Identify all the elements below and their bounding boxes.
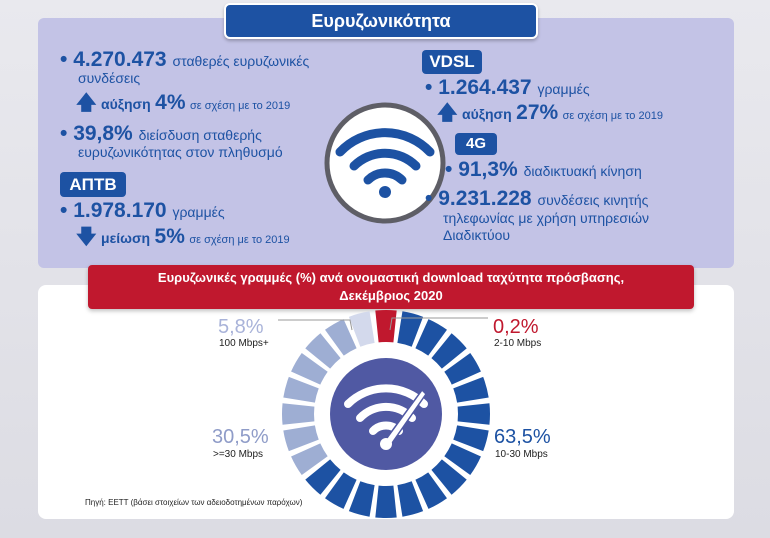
gauge-segment--30-mbps (283, 376, 319, 403)
fixed-penetration-text: ευρυζωνικότητας στον πληθυσμό (78, 144, 283, 160)
arrow-down-icon: 🡇 (76, 226, 97, 248)
gauge-segment-10-30-mbps (431, 459, 467, 495)
gauge-segment-10-30-mbps (305, 459, 341, 495)
gauge-segment-10-30-mbps (415, 472, 447, 509)
label-2-10-pct: 0,2% (493, 316, 539, 338)
aptv-count: • 1.978.170 γραμμές (60, 199, 225, 222)
gauge-segment-10-30-mbps (325, 472, 357, 509)
gauge-segment--30-mbps (291, 443, 328, 475)
gauge-segment-10-30-mbps (453, 425, 489, 452)
fixed-count: • 4.270.473 σταθερές ευρυζωνικές (60, 48, 310, 71)
fixed-penetration: • 39,8% διείσδυση σταθερής (60, 122, 262, 145)
gauge-segment-10-30-mbps (453, 376, 489, 403)
fixed-count-text: συνδέσεις (78, 70, 141, 86)
gauge-segment-10-30-mbps (431, 333, 467, 369)
gauge-segment-10-30-mbps (457, 403, 490, 425)
source-note: Πηγή: ΕΕΤΤ (βάσει στοιχείων των αδειοδοτ… (85, 498, 303, 507)
gauge-segment--30-mbps (282, 403, 315, 425)
4g-subscriptions: • 9.231.228 συνδέσεις κινητής (425, 187, 649, 210)
vdsl-count: • 1.264.437 γραμμές (425, 76, 590, 99)
aptv-change: 🡇 μείωση 5% σε σχέση με το 2019 (76, 225, 290, 248)
gauge-segment--30-mbps (305, 333, 341, 369)
4g-traffic: • 91,3% διαδικτυακή κίνηση (445, 158, 642, 181)
wifi-icon (324, 102, 446, 224)
gauge-segment-100-mbps- (348, 311, 375, 347)
page-title: Ευρυζωνικότητα (224, 3, 538, 39)
label-30mbps-pct: 30,5% (212, 426, 269, 448)
chart-title-line2: Δεκέμβριος 2020 (339, 288, 443, 303)
4g-badge: 4G (455, 133, 497, 155)
vdsl-change: 🡅 αύξηση 27% σε σχέση με το 2019 (437, 101, 663, 124)
gauge-segment--30-mbps (291, 353, 328, 385)
4g-subs-text3: Διαδικτύου (443, 227, 511, 243)
label-10-30-pct: 63,5% (494, 426, 551, 448)
gauge-segment-10-30-mbps (348, 481, 375, 517)
chart-title: Ευρυζωνικές γραμμές (%) ανά ονομαστική d… (88, 265, 694, 309)
label-2-10: 2-10 Mbps (494, 338, 542, 349)
gauge-segment-10-30-mbps (375, 485, 397, 518)
label-100mbps-pct: 5,8% (218, 316, 264, 338)
gauge-segment-10-30-mbps (444, 443, 481, 475)
label-10-30: 10-30 Mbps (495, 449, 548, 460)
4g-subs-text2: τηλεφωνίας με χρήση υπηρεσιών (443, 210, 650, 226)
gauge-segment--30-mbps (283, 425, 319, 452)
fixed-change: 🡅 αύξηση 4% σε σχέση με το 2019 (76, 91, 291, 114)
gauge-segment-2-10-mbps (375, 310, 397, 343)
gauge-segment-10-30-mbps (397, 481, 424, 517)
speed-gauge-chart (282, 310, 490, 518)
vdsl-badge: VDSL (422, 50, 482, 74)
arrow-up-icon: 🡅 (437, 102, 458, 124)
label-100mbps: 100 Mbps+ (219, 338, 269, 349)
chart-title-line1: Ευρυζωνικές γραμμές (%) ανά ονομαστική d… (157, 270, 625, 285)
arrow-up-icon: 🡅 (76, 92, 97, 114)
label-30mbps: >=30 Mbps (213, 449, 264, 460)
wifi-speedometer-icon (322, 350, 450, 478)
aptv-badge: ΑΠΤΒ (60, 172, 126, 197)
gauge-segment-10-30-mbps (444, 353, 481, 385)
